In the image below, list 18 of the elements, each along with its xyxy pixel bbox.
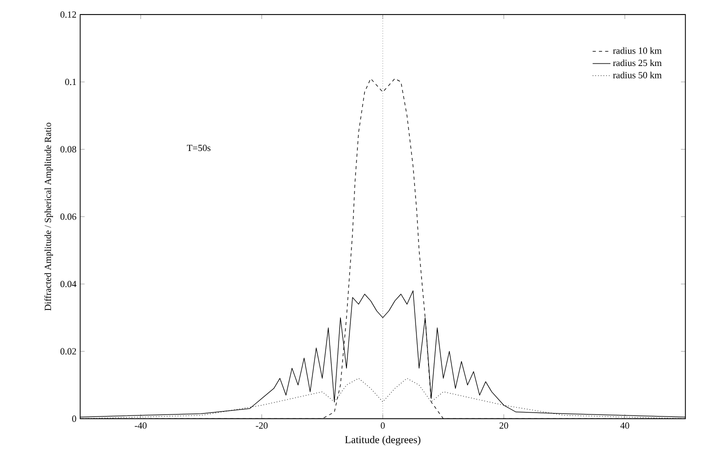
y-tick-label: 0.06 <box>60 214 76 220</box>
x-tick-label: 20 <box>500 422 508 429</box>
x-tick-label: -40 <box>134 422 147 429</box>
y-tick-label: 0 <box>72 416 76 422</box>
legend-label: radius 50 km <box>613 72 662 78</box>
y-tick-label: 0.02 <box>60 348 76 355</box>
x-tick-label: 40 <box>620 422 630 429</box>
y-tick-label: 0.08 <box>60 146 76 153</box>
y-axis-title: Diffracted Amplitude / Spherical Amplitude Ratio <box>44 122 53 311</box>
x-axis-title: Latitude (degrees) <box>345 436 420 446</box>
y-tick-label: 0.04 <box>60 280 76 288</box>
legend-label: radius 25 km <box>613 60 662 66</box>
annotation: T=50s <box>186 144 210 152</box>
y-tick-label: 0.1 <box>65 78 76 86</box>
x-tick-label: -20 <box>256 422 268 429</box>
x-tick-label: 0 <box>380 422 385 429</box>
legend-label: radius 10 km <box>613 47 662 54</box>
y-tick-label: 0.12 <box>60 12 76 18</box>
